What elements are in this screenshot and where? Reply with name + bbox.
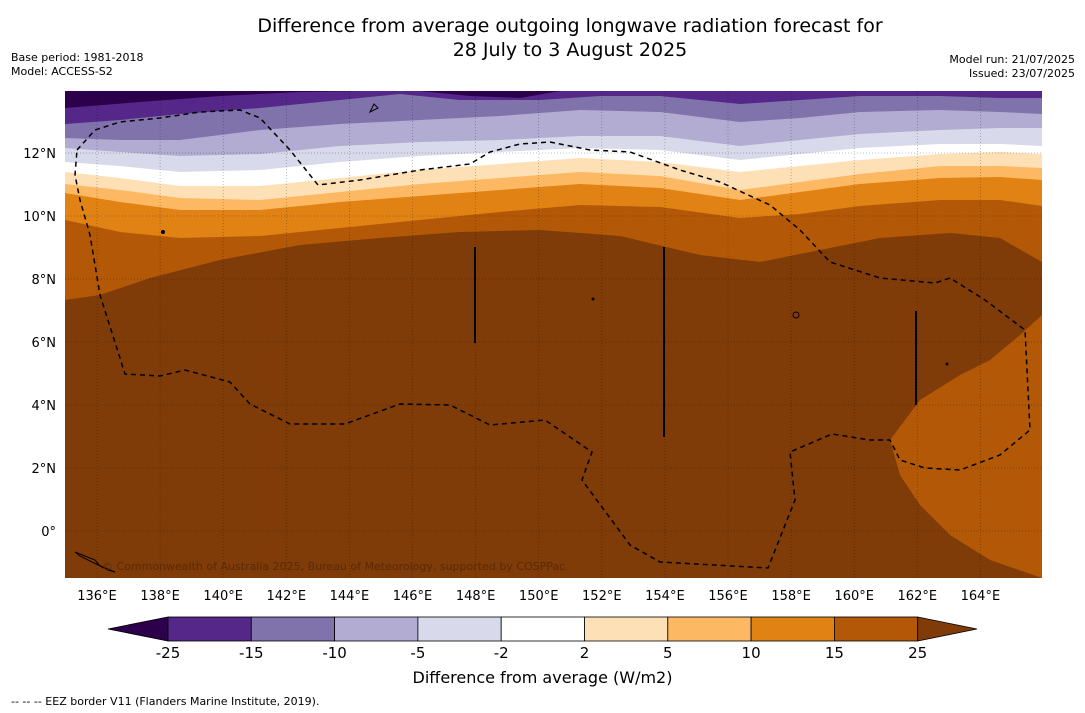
latitude-label: 12°N (23, 147, 56, 162)
longitude-label: 164°E (961, 589, 1001, 604)
title-line-2: 28 July to 3 August 2025 (452, 39, 688, 61)
colorbar-segment (250, 616, 336, 642)
latitude-label: 6°N (32, 336, 57, 351)
longitude-label: 162°E (898, 589, 938, 604)
band-10-15-east (890, 315, 1042, 578)
longitude-label: 160°E (834, 589, 874, 604)
longitude-label: 138°E (140, 589, 180, 604)
colorbar-tick: 25 (908, 644, 928, 662)
colorbar-tick: -5 (410, 644, 426, 662)
colorbar-extend-low (107, 616, 169, 642)
colorbar-tick: 15 (824, 644, 844, 662)
colorbar-segment (834, 616, 919, 642)
latitude-labels: 12°N 10°N 8°N 6°N 4°N 2°N 0° (23, 147, 56, 540)
latitude-label: 4°N (32, 399, 57, 414)
colorbar-segment (167, 616, 252, 642)
map-title: Difference from average outgoing longwav… (120, 14, 1020, 62)
longitude-label: 150°E (519, 589, 559, 604)
colorbar-tick: -15 (239, 644, 264, 662)
colorbar-extend-high (917, 616, 978, 642)
longitude-label: 158°E (771, 589, 811, 604)
longitude-label: 136°E (77, 589, 117, 604)
model-name: Model: ACCESS-S2 (11, 65, 113, 78)
copyright-text: © Commonwealth of Australia 2025, Bureau… (102, 560, 565, 573)
meta-left: Base period: 1981-2018 Model: ACCESS-S2 (11, 51, 143, 79)
latitude-label: 10°N (23, 210, 56, 225)
longitude-label: 154°E (645, 589, 685, 604)
colorbar-tick: -10 (322, 644, 347, 662)
footnote: -- -- -- EEZ border V11 (Flanders Marine… (11, 695, 320, 708)
base-period: Base period: 1981-2018 (11, 51, 144, 64)
colorbar-segment (667, 616, 752, 642)
longitude-label: 144°E (330, 589, 370, 604)
latitude-label: 2°N (32, 462, 57, 477)
island-marker (161, 230, 165, 234)
longitude-label: 146°E (393, 589, 433, 604)
eez-border (74, 109, 1031, 569)
longitude-label: 148°E (456, 589, 496, 604)
colorbar-tick: -2 (493, 644, 509, 662)
colorbar-segment (500, 616, 585, 642)
colorbar-tick: -25 (155, 644, 181, 662)
island-marker (591, 297, 595, 301)
colorbar-segment (584, 616, 669, 642)
island-marker (368, 103, 379, 114)
meta-right: Model run: 21/07/2025 Issued: 23/07/2025 (949, 53, 1075, 81)
latitude-label: 0° (41, 525, 56, 540)
grid-lines (65, 91, 1042, 578)
colorbar-tick: 2 (579, 644, 590, 662)
coastline-new-guinea (74, 551, 116, 573)
colorbar (107, 616, 978, 642)
colorbar-segment (334, 616, 419, 642)
colorbar-segment (417, 616, 502, 642)
map-panel: © Commonwealth of Australia 2025, Bureau… (65, 91, 1042, 578)
colorbar-tick: 10 (741, 644, 761, 662)
issued-date: Issued: 23/07/2025 (968, 67, 1075, 80)
longitude-label: 156°E (708, 589, 748, 604)
island-marker (945, 362, 949, 366)
band-minus-15 (65, 91, 1042, 140)
longitude-label: 152°E (582, 589, 622, 604)
band-below-minus-25 (65, 91, 560, 108)
longitude-label: 140°E (203, 589, 243, 604)
longitude-labels: 136°E 138°E 140°E 142°E 144°E 146°E 148°E 150°E… (77, 589, 1000, 604)
colorbar-tick: 5 (663, 644, 673, 662)
band-minus-25 (65, 91, 1042, 124)
latitude-label: 8°N (32, 273, 57, 288)
model-run: Model run: 21/07/2025 (949, 53, 1075, 66)
colorbar-title: Difference from average (W/m2) (412, 668, 673, 687)
island-marker (792, 311, 800, 319)
longitude-label: 142°E (267, 589, 307, 604)
title-line-1: Difference from average outgoing longwav… (257, 15, 883, 37)
colorbar-segment (750, 616, 835, 642)
